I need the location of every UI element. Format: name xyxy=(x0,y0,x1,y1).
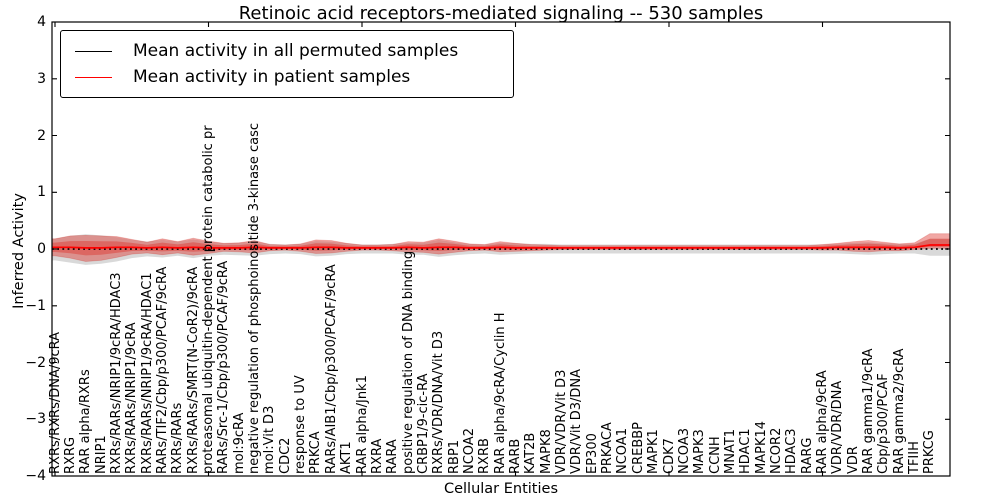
x-tick-label: RARB xyxy=(508,438,523,474)
x-tick-label: NCOA1 xyxy=(615,428,631,474)
legend-line-patient xyxy=(75,76,112,78)
x-tick-label: RAR alpha/9cRA/Cyclin H xyxy=(492,312,508,474)
x-tick-label: MAPK8 xyxy=(538,429,554,474)
x-tick-label: NCOR2 xyxy=(768,427,784,474)
x-tick-label: CREBBP xyxy=(630,422,646,474)
x-tick-label: HDAC1 xyxy=(738,428,754,474)
x-tick-label: MAPK14 xyxy=(753,420,769,474)
x-tick-label: RXRs/RXRs/DNA/9cRA xyxy=(47,331,63,474)
x-tick-label: RBP1 xyxy=(446,439,462,474)
y-tick-label: −1 xyxy=(25,297,46,314)
x-tick-label: RXRG xyxy=(62,436,78,474)
patient-mean-line xyxy=(52,244,950,249)
x-tick-label: RARs/AIB1/Cbp/p300/PCAF/9cRA xyxy=(323,264,339,474)
x-tick-label: negative regulation of phosphoinositide … xyxy=(247,123,263,474)
x-tick-label: RARA xyxy=(385,439,401,474)
x-tick-label: RAR alpha/Jnk1 xyxy=(354,375,370,474)
y-tick-label: −2 xyxy=(25,354,46,371)
y-tick-label: −4 xyxy=(25,468,46,484)
legend-line-permuted xyxy=(75,50,112,52)
x-tick-label: positive regulation of DNA binding xyxy=(400,250,416,474)
x-tick-label: RAR alpha/9cRA xyxy=(815,370,830,474)
x-tick-label: CDC2 xyxy=(277,437,293,474)
x-tick-label: RXRs/RARs/SMRT(N-CoR2)/9cRA xyxy=(185,266,201,474)
x-tick-label: TFIIH xyxy=(907,441,923,474)
x-tick-label: MAPK3 xyxy=(692,429,708,474)
y-tick-label: −3 xyxy=(25,411,46,428)
x-tick-label: RARG xyxy=(799,437,815,474)
x-tick-label: RXRs/RARs xyxy=(170,402,186,474)
x-tick-label: KAT2B xyxy=(523,432,539,474)
x-tick-label: PRKCG xyxy=(922,430,938,474)
axis-ticks xyxy=(52,21,950,477)
legend-entry-permuted: Mean activity in all permuted samples xyxy=(61,41,513,61)
legend-label-permuted: Mean activity in all permuted samples xyxy=(133,41,459,61)
x-tick-label: proteasomal ubiquitin-dependent protein … xyxy=(201,125,216,474)
y-tick-label: 4 xyxy=(37,14,46,30)
x-tick-label: MNAT1 xyxy=(722,428,738,474)
x-tick-label: CCNH xyxy=(707,436,723,474)
x-tick-label: VDR/VDR/DNA xyxy=(830,380,846,474)
chart-title: Retinoic acid receptors-mediated signali… xyxy=(238,3,764,24)
x-tick-label: NCOA2 xyxy=(461,428,477,474)
x-tick-label: VDR xyxy=(845,446,861,474)
x-tick-label: RXRB xyxy=(477,438,493,474)
y-tick-label: 1 xyxy=(37,184,46,201)
x-tick-label: PRKCA xyxy=(308,431,324,474)
x-tick-label: RAR alpha/RXRs xyxy=(78,369,94,474)
x-tick-label: RXRs/VDR/DNA/Vit D3 xyxy=(431,330,447,474)
x-tick-label: MAPK1 xyxy=(646,429,662,474)
legend-label-patient: Mean activity in patient samples xyxy=(133,67,411,87)
y-tick-label: 0 xyxy=(37,241,46,257)
x-tick-label: VDR/VDR/Vit D3 xyxy=(554,369,570,474)
legend: Mean activity in all permuted samples Me… xyxy=(60,30,514,98)
x-tick-label: HDAC3 xyxy=(784,428,800,474)
x-tick-label: AKT1 xyxy=(339,441,355,474)
x-tick-label: RXRs/RARs/NRIP1/9cRA/HDAC3 xyxy=(108,272,124,474)
x-tick-label: RARs/Src-1/Cbp/p300/PCAF/9cRA xyxy=(216,260,232,474)
x-tick-label: VDR/Vit D3/DNA xyxy=(569,368,585,474)
x-tick-label: RAR gamma2/9cRA xyxy=(891,348,907,474)
x-tick-label: RAR gamma1/9cRA xyxy=(861,348,877,474)
x-tick-label: EP300 xyxy=(584,433,600,474)
x-tick-label: RXRs/RARs/NRIP1/9cRA xyxy=(124,322,140,474)
x-tick-label: RARs/TIF2/Cbp/p300/PCAF/9cRA xyxy=(154,266,170,474)
x-tick-label: CRBP1/9-cic-RA xyxy=(415,373,431,474)
x-tick-label: NCOA3 xyxy=(676,428,692,474)
y-tick-label: 3 xyxy=(37,70,46,87)
x-tick-label: mol:Vit D3 xyxy=(262,405,278,474)
x-tick-label: PRKACA xyxy=(600,422,616,474)
x-tick-label: CDK7 xyxy=(661,438,677,474)
x-tick-label: RXRA xyxy=(369,438,385,474)
y-tick-label: 2 xyxy=(37,127,46,144)
x-tick-label: RXRs/RARs/NRIP1/9cRA/HDAC1 xyxy=(139,272,155,474)
x-tick-label: Cbp/p300/PCAF xyxy=(876,373,892,474)
x-axis-label: Cellular Entities xyxy=(443,481,559,497)
x-tick-label: mol:9cRA xyxy=(231,412,247,474)
x-tick-label: response to UV xyxy=(293,375,309,474)
x-tick-label: NRIP1 xyxy=(93,435,109,474)
legend-entry-patient: Mean activity in patient samples xyxy=(61,67,513,87)
